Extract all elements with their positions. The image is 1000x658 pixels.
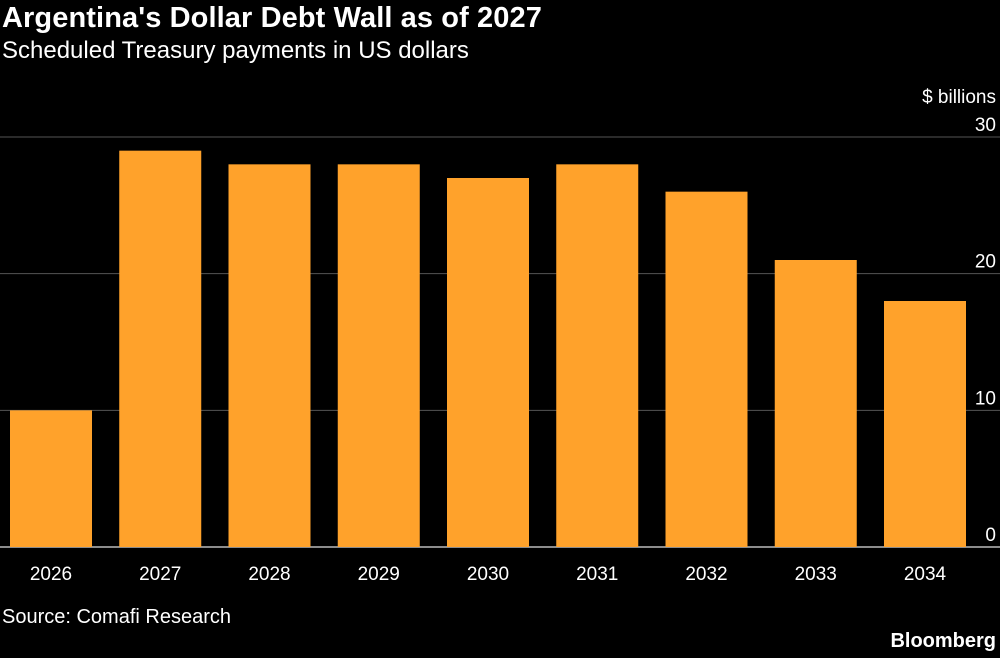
- x-tick-label-2034: 2034: [904, 564, 947, 585]
- x-tick-label-2026: 2026: [30, 564, 72, 585]
- bar-2032: [665, 191, 748, 547]
- chart-title: Argentina's Dollar Debt Wall as of 2027: [2, 2, 542, 34]
- bar-2034: [884, 301, 966, 547]
- y-tick-label: 20: [975, 252, 996, 273]
- bars: [10, 150, 966, 548]
- y-tick-label: 10: [975, 388, 996, 409]
- bar-2031: [556, 164, 639, 548]
- y-tick-label: 0: [985, 525, 996, 546]
- source-note: Source: Comafi Research: [2, 606, 231, 628]
- bar-2029: [337, 164, 420, 548]
- chart-subtitle: Scheduled Treasury payments in US dollar…: [2, 37, 469, 64]
- x-tick-label-2031: 2031: [576, 564, 618, 585]
- x-tick-label-2027: 2027: [139, 564, 181, 585]
- y-tick-labels: 0 10 20 30: [975, 115, 996, 546]
- y-tick-label: 30: [975, 115, 996, 136]
- bar-2033: [774, 260, 857, 547]
- bloomberg-logo: Bloomberg: [890, 630, 996, 652]
- x-tick-label-2033: 2033: [795, 564, 837, 585]
- y-axis-unit-label: $ billions: [922, 87, 996, 108]
- bar-2030: [447, 178, 529, 547]
- x-tick-label-2032: 2032: [685, 564, 727, 585]
- x-tick-label-2030: 2030: [467, 564, 509, 585]
- x-tick-labels: 2026 2027 2028 2029 2030 2031 2032 2033 2034: [30, 564, 947, 585]
- x-tick-label-2028: 2028: [248, 564, 290, 585]
- bar-2026: [10, 410, 92, 547]
- bar-2028: [228, 164, 311, 548]
- x-tick-label-2029: 2029: [358, 564, 400, 585]
- bar-2027: [119, 150, 202, 547]
